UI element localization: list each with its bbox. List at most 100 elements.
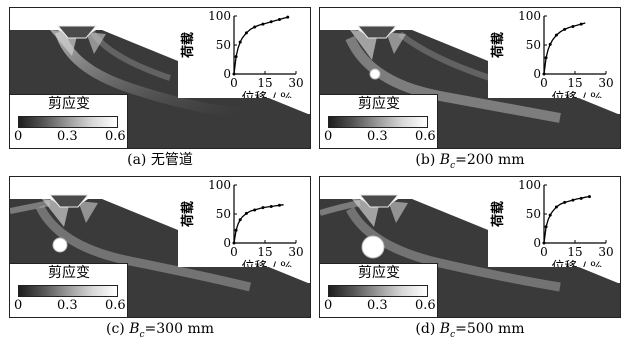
caption-b: (b) Bc=200 mm (415, 152, 525, 171)
colorbar-tick-0-b: 0 (324, 129, 333, 144)
x-tick-label: 0 (540, 245, 548, 259)
x-axis-label: 位移 / % (552, 91, 603, 98)
data-point (269, 20, 273, 24)
data-point (571, 198, 575, 202)
y-tick-label: 50 (216, 207, 231, 221)
colorbar-title-c: 剪应变 (48, 265, 90, 281)
data-point (277, 203, 281, 207)
load-displacement-chart-c: 0 50 100 0 15 30 荷载位移 / % (178, 177, 310, 267)
y-tick-label: 50 (526, 38, 541, 52)
chart-background (488, 177, 620, 267)
y-tick-label: 100 (208, 9, 231, 23)
colorbar-title-b: 剪应变 (358, 96, 400, 112)
load-displacement-chart-d: 0 50 100 0 15 30 荷载位移 / % (488, 177, 620, 267)
data-point (232, 241, 236, 245)
x-tick-label: 0 (230, 76, 238, 90)
data-point (261, 22, 265, 26)
caption-c: (c) Bc=300 mm (105, 321, 214, 340)
x-tick-label: 15 (257, 76, 272, 90)
data-point (542, 72, 546, 76)
footing (56, 25, 98, 39)
panel-a: 0 50 100 0 15 30 荷载位移 / % 剪应变 0 0.3 0.6 (9, 7, 311, 149)
colorbar-title-d: 剪应变 (358, 265, 400, 281)
x-axis-label: 位移 / % (242, 91, 293, 98)
pipe (361, 235, 385, 259)
panel-b: 0 50 100 0 15 30 荷载位移 / % 剪应变 0 0.3 0.6 (319, 7, 621, 149)
colorbar-title-a: 剪应变 (48, 96, 90, 112)
data-point (579, 22, 583, 26)
x-tick-label: 30 (598, 76, 613, 90)
y-tick-label: 50 (526, 207, 541, 221)
shear-band (35, 204, 252, 292)
data-point (544, 56, 548, 60)
colorbar-scale-a (18, 116, 118, 128)
colorbar-tick-2-a: 0.6 (105, 129, 126, 144)
x-tick-label: 0 (540, 76, 548, 90)
footing (358, 194, 400, 208)
data-point (579, 196, 583, 200)
data-point (542, 241, 546, 245)
y-tick-label: 50 (216, 38, 231, 52)
data-point (563, 200, 567, 204)
data-point (234, 55, 238, 59)
x-tick-label: 15 (567, 76, 582, 90)
x-tick-label: 15 (567, 245, 582, 259)
x-axis-label: 位移 / % (242, 260, 293, 267)
x-tick-label: 30 (598, 245, 613, 259)
data-point (544, 225, 548, 229)
y-axis-label: 荷载 (490, 201, 506, 228)
chart-background (178, 8, 310, 98)
y-axis-label: 荷载 (180, 201, 196, 228)
load-curve (543, 22, 586, 75)
data-point (277, 17, 281, 21)
data-point (234, 228, 238, 232)
panel-c: 0 50 100 0 15 30 荷载位移 / % 剪应变 0 0.3 0.6 (9, 176, 311, 318)
colorbar-tick-1-b: 0.3 (367, 129, 388, 144)
colorbar-scale-d (328, 285, 428, 297)
data-point (554, 205, 558, 209)
chart-background (178, 177, 310, 267)
colorbar-tick-2-c: 0.6 (105, 298, 126, 313)
pipe (52, 237, 68, 253)
colorbar-legend-d: 剪应变 0 0.3 0.6 (320, 263, 438, 317)
y-tick-label: 100 (518, 178, 541, 192)
colorbar-legend-a: 剪应变 0 0.3 0.6 (10, 94, 128, 148)
data-point (548, 213, 552, 217)
data-point (238, 218, 242, 222)
y-tick-label: 100 (208, 178, 231, 192)
y-tick-label: 0 (533, 236, 541, 250)
colorbar-tick-0-a: 0 (14, 129, 23, 144)
data-point (554, 33, 558, 37)
x-tick-label: 30 (288, 76, 303, 90)
y-tick-label: 0 (533, 67, 541, 81)
pipe (369, 68, 381, 80)
data-point (286, 15, 290, 19)
load-displacement-chart-b: 0 50 100 0 15 30 荷载位移 / % (488, 8, 620, 98)
y-tick-label: 0 (223, 67, 231, 81)
y-axis-label: 荷载 (180, 32, 196, 59)
data-point (244, 31, 248, 35)
data-point (253, 25, 257, 29)
colorbar-scale-c (18, 285, 118, 297)
data-point (563, 27, 567, 31)
data-point (238, 40, 242, 44)
colorbar-tick-2-d: 0.6 (415, 298, 436, 313)
y-axis-label: 荷载 (490, 32, 506, 59)
data-point (269, 204, 273, 208)
colorbar-tick-0-d: 0 (324, 298, 333, 313)
shear-band (346, 206, 561, 292)
panel-d: 0 50 100 0 15 30 荷载位移 / % 剪应变 0 0.3 0.6 (319, 176, 621, 318)
colorbar-tick-0-c: 0 (14, 298, 23, 313)
footing (356, 25, 398, 39)
data-point (232, 72, 236, 76)
load-curve (233, 16, 288, 75)
y-tick-label: 100 (518, 9, 541, 23)
x-axis-label: 位移 / % (552, 260, 603, 267)
colorbar-tick-1-a: 0.3 (57, 129, 78, 144)
load-displacement-chart-a: 0 50 100 0 15 30 荷载位移 / % (178, 8, 310, 98)
colorbar-scale-b (328, 116, 428, 128)
data-point (253, 208, 257, 212)
data-point (571, 24, 575, 28)
colorbar-tick-2-b: 0.6 (415, 129, 436, 144)
x-tick-label: 0 (230, 245, 238, 259)
